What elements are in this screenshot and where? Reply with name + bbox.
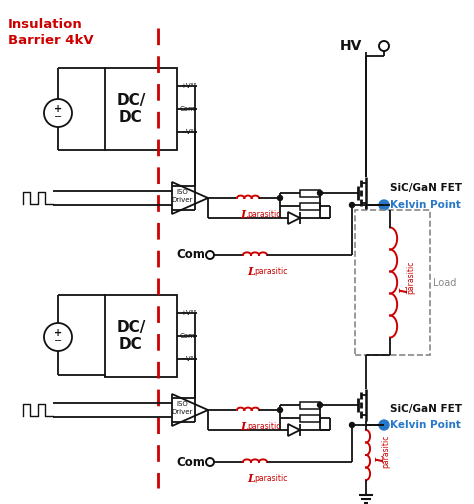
Circle shape bbox=[44, 323, 72, 351]
Circle shape bbox=[44, 99, 72, 127]
Text: L: L bbox=[240, 421, 248, 432]
Bar bbox=[105, 68, 177, 150]
Polygon shape bbox=[288, 424, 300, 436]
Circle shape bbox=[206, 458, 214, 466]
Polygon shape bbox=[288, 212, 300, 224]
Circle shape bbox=[379, 200, 389, 210]
Bar bbox=[300, 414, 320, 421]
Circle shape bbox=[206, 251, 214, 259]
Bar bbox=[300, 402, 320, 409]
Text: parasitic: parasitic bbox=[406, 261, 415, 294]
Text: L: L bbox=[240, 209, 248, 220]
Bar bbox=[355, 210, 430, 355]
Text: Kelvin Point: Kelvin Point bbox=[390, 420, 461, 430]
Text: SiC/GaN FET: SiC/GaN FET bbox=[390, 183, 462, 193]
Text: −: − bbox=[54, 112, 62, 122]
Text: Com: Com bbox=[176, 456, 205, 469]
Text: Kelvin Point: Kelvin Point bbox=[390, 200, 461, 210]
Bar bbox=[105, 295, 177, 377]
Text: DC/
DC: DC/ DC bbox=[116, 93, 146, 125]
Polygon shape bbox=[172, 182, 208, 214]
Text: L: L bbox=[247, 266, 255, 277]
Text: Com: Com bbox=[176, 248, 205, 262]
Circle shape bbox=[349, 422, 355, 427]
Bar bbox=[300, 190, 320, 197]
Text: −Vᵒᵉ: −Vᵒᵉ bbox=[180, 129, 197, 135]
Text: parasitic: parasitic bbox=[254, 474, 287, 483]
Text: L: L bbox=[247, 473, 255, 484]
Polygon shape bbox=[172, 394, 208, 426]
Text: +: + bbox=[54, 104, 62, 114]
Text: Barrier 4kV: Barrier 4kV bbox=[8, 34, 94, 47]
Circle shape bbox=[379, 41, 389, 51]
Circle shape bbox=[349, 203, 355, 208]
Text: +Vᵒᵉ: +Vᵒᵉ bbox=[180, 310, 197, 316]
Bar bbox=[300, 203, 320, 210]
Circle shape bbox=[318, 403, 322, 408]
Text: +: + bbox=[54, 328, 62, 338]
Text: −: − bbox=[54, 336, 62, 346]
Text: −Vᵒᵉ: −Vᵒᵉ bbox=[180, 356, 197, 362]
Text: Com: Com bbox=[180, 333, 196, 339]
Circle shape bbox=[277, 408, 283, 412]
Text: parasitic: parasitic bbox=[254, 267, 287, 276]
Text: L: L bbox=[399, 287, 410, 294]
Text: +Vᵒᵉ: +Vᵒᵉ bbox=[180, 83, 197, 89]
Text: Com: Com bbox=[180, 106, 196, 112]
Circle shape bbox=[379, 420, 389, 430]
Text: Load: Load bbox=[433, 278, 456, 287]
Text: ISO
Driver: ISO Driver bbox=[171, 402, 193, 414]
Text: L: L bbox=[375, 455, 386, 463]
Circle shape bbox=[318, 191, 322, 196]
Text: parasitic: parasitic bbox=[247, 210, 281, 219]
Circle shape bbox=[277, 196, 283, 201]
Text: Insulation: Insulation bbox=[8, 18, 83, 31]
Text: HV: HV bbox=[340, 39, 362, 53]
Text: DC/
DC: DC/ DC bbox=[116, 320, 146, 352]
Text: ISO
Driver: ISO Driver bbox=[171, 190, 193, 203]
Text: parasitic: parasitic bbox=[381, 434, 390, 468]
Text: SiC/GaN FET: SiC/GaN FET bbox=[390, 404, 462, 414]
Text: parasitic: parasitic bbox=[247, 422, 281, 431]
